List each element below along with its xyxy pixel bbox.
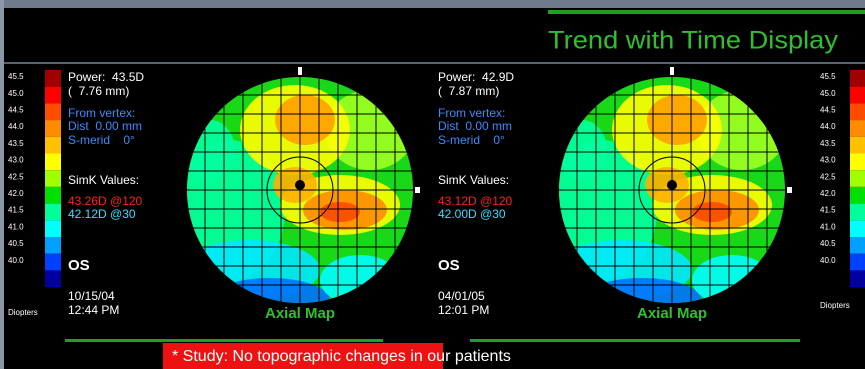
map-zone xyxy=(647,95,707,145)
scale-swatch xyxy=(45,237,61,254)
title: Trend with Time Display xyxy=(548,27,839,55)
scale-swatch xyxy=(850,204,865,221)
scale-label: 42.5 xyxy=(8,172,24,181)
scale-swatch xyxy=(850,137,865,154)
map-tick xyxy=(298,67,302,75)
scale-swatch xyxy=(45,204,61,221)
map-zone xyxy=(320,202,360,222)
map-tick xyxy=(415,187,420,193)
map-center xyxy=(667,180,677,190)
simk-title: SimK Values: xyxy=(68,173,139,187)
scale-swatch xyxy=(45,270,61,287)
scale-label: 42.0 xyxy=(8,189,24,198)
scale-swatch xyxy=(45,154,61,171)
scale-swatch xyxy=(850,103,865,120)
scale-swatch xyxy=(45,137,61,154)
scale-unit: Diopters xyxy=(820,301,850,310)
scale-label: 44.5 xyxy=(8,106,24,115)
map-zone xyxy=(275,95,335,145)
scale-swatch xyxy=(850,254,865,271)
map-center xyxy=(295,180,305,190)
simk-title: SimK Values: xyxy=(438,173,509,187)
scale-label: 45.0 xyxy=(820,89,836,98)
map-zone xyxy=(692,202,732,222)
scale-swatch xyxy=(850,270,865,287)
eye: OS xyxy=(438,257,460,274)
scale-label: 45.0 xyxy=(8,89,24,98)
scale-label: 41.5 xyxy=(8,206,24,215)
time: 12:44 PM xyxy=(68,303,119,317)
scale-label: 43.0 xyxy=(8,156,24,165)
scale-label: 44.5 xyxy=(820,106,836,115)
simk-1: 43.26D @120 xyxy=(68,194,143,208)
eye: OS xyxy=(68,257,90,274)
scale-label: 45.5 xyxy=(820,72,836,81)
scale-label: 41.0 xyxy=(820,222,836,231)
scale-swatch xyxy=(850,120,865,137)
map-label: Axial Map xyxy=(637,305,707,322)
date: 10/15/04 xyxy=(68,289,115,303)
simk-2: 42.00D @30 xyxy=(438,207,506,221)
scale-swatch xyxy=(850,220,865,237)
scale-swatch xyxy=(45,220,61,237)
radius: ( 7.76 mm) xyxy=(68,84,129,98)
screen: Trend with Time Display * Study: No topo… xyxy=(0,0,865,369)
time: 12:01 PM xyxy=(438,303,489,317)
scale-label: 44.0 xyxy=(820,122,836,131)
scale-swatch xyxy=(45,187,61,204)
scale-unit: Diopters xyxy=(8,308,38,317)
scale-swatch xyxy=(850,70,865,87)
scale-label: 40.0 xyxy=(820,256,836,265)
scale-label: 40.5 xyxy=(8,239,24,248)
title-rule xyxy=(548,10,865,14)
map-tick xyxy=(787,187,792,193)
scale-label: 44.0 xyxy=(8,122,24,131)
power: Power: 42.9D xyxy=(438,70,514,84)
top-frame xyxy=(0,0,865,8)
scale-label: 45.5 xyxy=(8,72,24,81)
date: 04/01/05 xyxy=(438,289,485,303)
scale-label: 40.0 xyxy=(8,256,24,265)
scale-swatch xyxy=(850,187,865,204)
scale-label: 41.0 xyxy=(8,222,24,231)
bottom-rule xyxy=(65,339,383,342)
divider xyxy=(4,62,865,64)
scale-swatch xyxy=(45,103,61,120)
note: * Study: No topographic changes in our p… xyxy=(172,348,511,365)
radius: ( 7.87 mm) xyxy=(438,84,499,98)
power: Power: 43.5D xyxy=(68,70,144,84)
bottom-rule xyxy=(470,339,800,342)
scale-swatch xyxy=(850,170,865,187)
scale-swatch xyxy=(850,237,865,254)
s-merid: S-merid 0° xyxy=(68,133,135,147)
simk-1: 43.12D @120 xyxy=(438,194,513,208)
s-merid: S-merid 0° xyxy=(438,133,505,147)
scale-swatch xyxy=(45,70,61,87)
map-label: Axial Map xyxy=(265,305,335,322)
map-tick xyxy=(670,67,674,75)
scale-swatch xyxy=(45,87,61,104)
scale-swatch xyxy=(850,87,865,104)
scale-label: 43.5 xyxy=(8,139,24,148)
dist: Dist 0.00 mm xyxy=(68,119,142,133)
scale-swatch xyxy=(45,254,61,271)
scale-label: 40.5 xyxy=(820,239,836,248)
simk-2: 42.12D @30 xyxy=(68,207,136,221)
scale-label: 43.0 xyxy=(820,156,836,165)
scale-label: 41.5 xyxy=(820,206,836,215)
scale-label: 42.0 xyxy=(820,189,836,198)
dist: Dist 0.00 mm xyxy=(438,119,512,133)
scale-swatch xyxy=(45,170,61,187)
left-frame xyxy=(0,0,4,369)
scale-swatch xyxy=(45,120,61,137)
scale-label: 42.5 xyxy=(820,172,836,181)
from-vertex: From vertex: xyxy=(438,106,505,120)
scale-label: 43.5 xyxy=(820,139,836,148)
from-vertex: From vertex: xyxy=(68,106,135,120)
scale-swatch xyxy=(850,154,865,171)
